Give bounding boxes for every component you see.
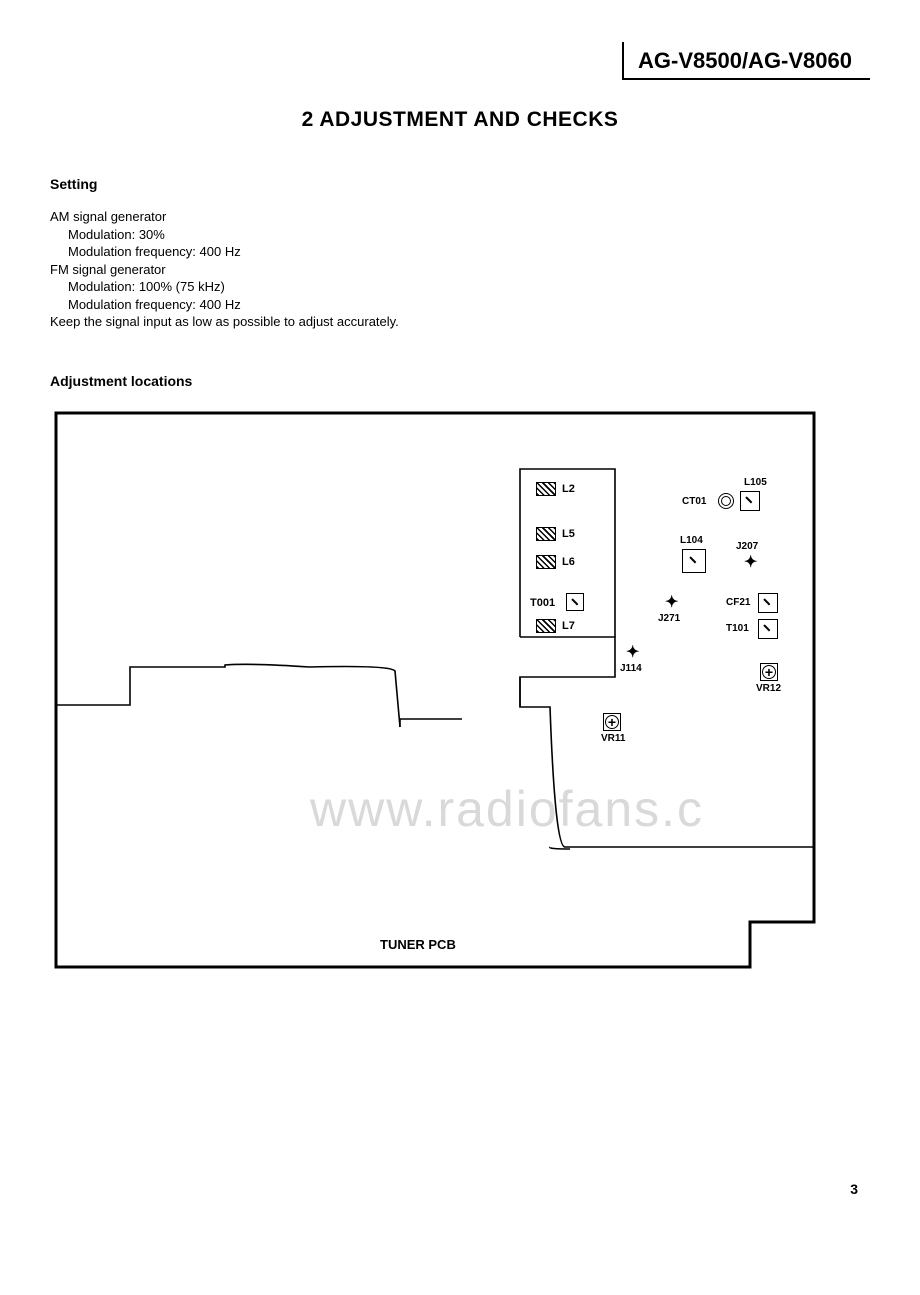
label-L5: L5	[562, 528, 575, 540]
label-CF21: CF21	[726, 597, 750, 608]
label-J207: J207	[736, 541, 758, 552]
note-line: Keep the signal input as low as possible…	[50, 313, 870, 331]
tp-J114-icon: ✦	[626, 645, 639, 661]
model-header: AG-V8500/AG-V8060	[622, 42, 870, 80]
label-L2: L2	[562, 483, 575, 495]
tp-J271-icon: ✦	[665, 595, 678, 611]
label-T001: T001	[530, 597, 555, 609]
coil-L2-icon	[536, 482, 556, 496]
label-VR12: VR12	[756, 683, 781, 694]
label-L105: L105	[744, 477, 767, 488]
label-J114: J114	[620, 663, 642, 674]
section-title: 2 ADJUSTMENT AND CHECKS	[50, 108, 870, 132]
coil-L104-icon	[682, 549, 706, 573]
pcb-outline-svg	[50, 407, 820, 977]
label-L7: L7	[562, 620, 575, 632]
am-gen-line: AM signal generator	[50, 208, 870, 226]
coil-L105-icon	[740, 491, 760, 511]
am-mod-line: Modulation: 30%	[50, 226, 870, 244]
page-number: 3	[850, 1181, 858, 1197]
trimmer-T001-icon	[566, 593, 584, 611]
fm-gen-line: FM signal generator	[50, 261, 870, 279]
coil-L7-icon	[536, 619, 556, 633]
tuner-pcb-diagram: L2 L5 L6 T001 L7 VR11 ✦ J114 ✦ J271 L105…	[50, 407, 820, 977]
coil-L5-icon	[536, 527, 556, 541]
filter-CF21-icon	[758, 593, 778, 613]
pot-VR11-icon	[603, 713, 621, 731]
trimmer-T101-icon	[758, 619, 778, 639]
label-L104: L104	[680, 535, 703, 546]
coil-L6-icon	[536, 555, 556, 569]
pcb-label: TUNER PCB	[380, 937, 456, 952]
label-L6: L6	[562, 556, 575, 568]
am-freq-line: Modulation frequency: 400 Hz	[50, 243, 870, 261]
fm-freq-line: Modulation frequency: 400 Hz	[50, 296, 870, 314]
fm-mod-line: Modulation: 100% (75 kHz)	[50, 278, 870, 296]
tp-J207-icon: ✦	[744, 555, 757, 571]
settings-block: AM signal generator Modulation: 30% Modu…	[50, 208, 870, 331]
label-J271: J271	[658, 613, 680, 624]
label-CT01: CT01	[682, 496, 706, 507]
label-VR11: VR11	[601, 733, 625, 744]
label-T101: T101	[726, 623, 749, 634]
setting-heading: Setting	[50, 176, 870, 192]
pot-VR12-icon	[760, 663, 778, 681]
adjustment-locations-heading: Adjustment locations	[50, 373, 870, 389]
trimmer-CT01-icon	[718, 493, 734, 509]
